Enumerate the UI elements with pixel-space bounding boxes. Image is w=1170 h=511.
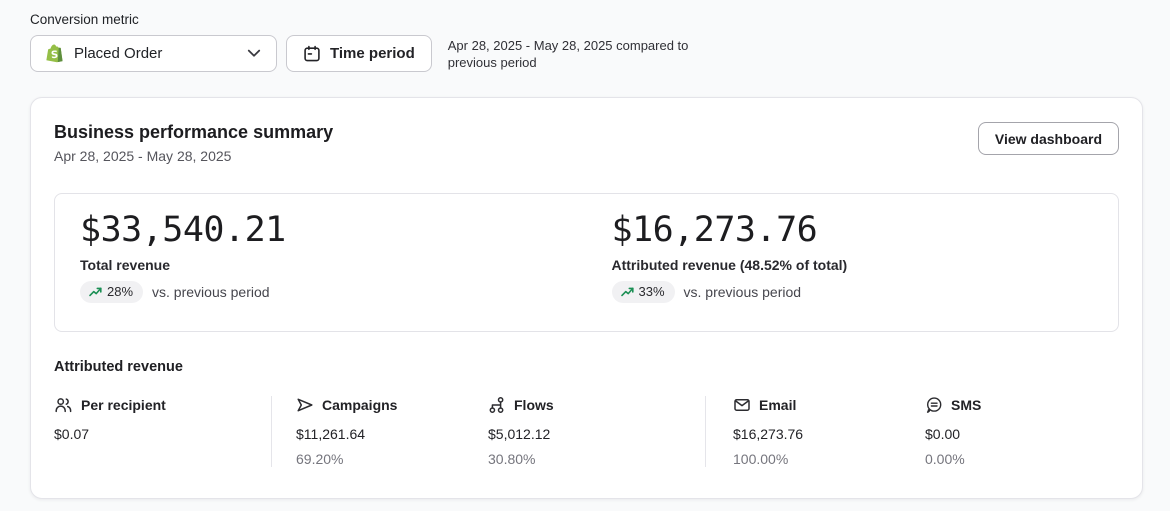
- view-dashboard-button[interactable]: View dashboard: [977, 122, 1119, 155]
- stat-percent: 100.00%: [733, 451, 789, 467]
- total-revenue-metric: $33,540.21 Total revenue 28% vs. previou…: [55, 208, 587, 317]
- conversion-toolbar: Conversion metric S Placed Order: [0, 0, 1170, 72]
- conversion-metric-value: Placed Order: [74, 45, 163, 62]
- attributed-revenue-section-title: Attributed revenue: [54, 359, 183, 375]
- total-revenue-value: $33,540.21: [80, 210, 286, 250]
- svg-text:S: S: [51, 50, 59, 62]
- stat-email: Email $16,273.76 100.00%: [706, 396, 925, 467]
- attributed-revenue-change-note: vs. previous period: [683, 284, 802, 300]
- revenue-metrics-box: $33,540.21 Total revenue 28% vs. previou…: [54, 193, 1119, 332]
- card-date-range: Apr 28, 2025 - May 28, 2025: [54, 148, 232, 164]
- date-comparison-line2: previous period: [447, 55, 537, 70]
- attributed-revenue-metric: $16,273.76 Attributed revenue (48.52% of…: [587, 208, 1119, 317]
- date-comparison-note: Apr 28, 2025 - May 28, 2025 compared to …: [448, 35, 689, 71]
- chevron-down-icon: [247, 49, 261, 58]
- attributed-revenue-stats: Per recipient $0.07 Campaigns $11,261.64…: [54, 396, 1119, 467]
- stat-value: $0.07: [54, 426, 90, 442]
- stat-value: $16,273.76: [733, 426, 804, 442]
- stat-label: Per recipient: [81, 397, 166, 413]
- sms-icon: [925, 396, 943, 414]
- shopify-icon: S: [45, 44, 64, 63]
- stat-label: Flows: [514, 397, 554, 413]
- users-icon: [54, 396, 73, 414]
- card-title: Business performance summary: [54, 122, 334, 142]
- total-revenue-change-note: vs. previous period: [152, 284, 270, 300]
- attributed-revenue-change-badge: 33%: [611, 281, 675, 303]
- total-revenue-change-badge: 28%: [80, 281, 144, 303]
- business-performance-card: Business performance summary Apr 28, 202…: [30, 97, 1143, 499]
- stat-per-recipient: Per recipient $0.07: [54, 396, 271, 467]
- stat-flows: Flows $5,012.12 30.80%: [488, 396, 705, 467]
- stat-campaigns: Campaigns $11,261.64 69.20%: [272, 396, 488, 467]
- total-revenue-change: 28%: [107, 284, 134, 299]
- vertical-divider: [705, 396, 706, 467]
- stat-value: $11,261.64: [296, 426, 366, 442]
- stat-label: Campaigns: [322, 397, 398, 413]
- stat-percent: 30.80%: [488, 451, 536, 467]
- email-icon: [733, 396, 751, 414]
- total-revenue-label: Total revenue: [80, 257, 170, 273]
- stat-percent: [54, 451, 271, 465]
- time-period-label: Time period: [330, 45, 415, 62]
- stat-value: $5,012.12: [488, 426, 551, 442]
- conversion-metric-label: Conversion metric: [30, 12, 139, 27]
- stat-percent: 0.00%: [925, 451, 965, 467]
- flow-icon: [488, 396, 506, 414]
- conversion-metric-select[interactable]: S Placed Order: [30, 35, 277, 72]
- time-period-button[interactable]: Time period: [286, 35, 432, 72]
- attributed-revenue-value: $16,273.76: [611, 210, 818, 250]
- attributed-revenue-change: 33%: [638, 284, 665, 299]
- calendar-icon: [303, 45, 321, 63]
- stat-sms: SMS $0.00 0.00%: [925, 396, 1119, 467]
- stat-label: Email: [759, 397, 797, 413]
- trend-up-icon: [89, 286, 102, 297]
- stat-value: $0.00: [925, 426, 961, 442]
- vertical-divider: [271, 396, 272, 467]
- trend-up-icon: [620, 286, 634, 297]
- send-icon: [296, 396, 314, 414]
- attributed-revenue-label: Attributed revenue (48.52% of total): [611, 257, 848, 273]
- stat-percent: 69.20%: [296, 451, 344, 467]
- date-comparison-line1: Apr 28, 2025 - May 28, 2025 compared to: [447, 38, 689, 53]
- stat-label: SMS: [951, 397, 982, 413]
